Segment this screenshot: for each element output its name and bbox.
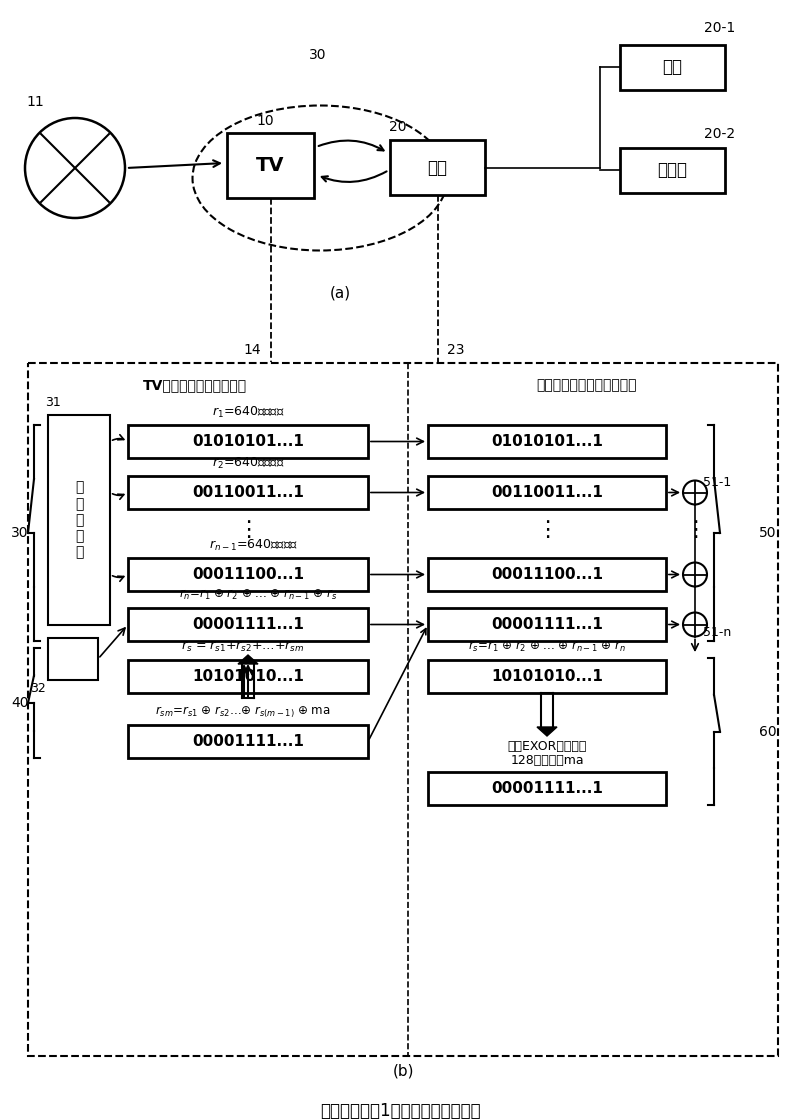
Text: (a): (a): [330, 285, 350, 301]
Text: 通过EXOR运算恢复: 通过EXOR运算恢复: [507, 740, 586, 752]
Text: ⋮: ⋮: [684, 520, 706, 540]
Text: $r_s$=$r_1$ $\oplus$ $r_2$ $\oplus$ ... $\oplus$ $r_{n-1}$ $\oplus$ $r_n$: $r_s$=$r_1$ $\oplus$ $r_2$ $\oplus$ ... …: [468, 640, 626, 653]
Text: TV侧（分散信息生成部）: TV侧（分散信息生成部）: [143, 378, 247, 392]
Text: 10101010...1: 10101010...1: [491, 669, 603, 684]
Bar: [128, 558, 368, 591]
Circle shape: [683, 563, 707, 586]
Text: 10: 10: [257, 114, 274, 128]
Circle shape: [683, 612, 707, 637]
Text: $r_s$ = $r_{s1}$+$r_{s2}$+…+$r_{sm}$: $r_s$ = $r_{s1}$+$r_{s2}$+…+$r_{sm}$: [182, 640, 305, 653]
Text: 20: 20: [390, 120, 406, 134]
Bar: [428, 476, 666, 509]
Bar: [128, 725, 368, 758]
Text: 20-2: 20-2: [705, 126, 735, 141]
Bar: [128, 425, 368, 458]
Bar: [428, 660, 666, 693]
Text: $r_{sm}$=$r_{s1}$ $\oplus$ $r_{s2}$…$\oplus$ $r_{s(m-1)}$ $\oplus$ ma: $r_{sm}$=$r_{s1}$ $\oplus$ $r_{s2}$…$\op…: [155, 704, 330, 720]
Text: (b): (b): [392, 1063, 414, 1079]
Text: 微机侧（秘密密钒恢复部）: 微机侧（秘密密钒恢复部）: [537, 378, 638, 392]
Text: 10101010...1: 10101010...1: [192, 669, 304, 684]
Text: ⋮: ⋮: [237, 520, 259, 540]
Text: 00110011...1: 00110011...1: [192, 485, 304, 500]
Text: 40: 40: [11, 696, 29, 709]
Text: 11: 11: [26, 95, 44, 109]
Text: $r_n$=$r_1$ $\oplus$ $r_2$ $\oplus$ ... $\oplus$ $r_{n-1}$ $\oplus$ $r_s$: $r_n$=$r_1$ $\oplus$ $r_2$ $\oplus$ ... …: [179, 587, 337, 602]
Text: 30: 30: [310, 48, 326, 62]
Text: TV: TV: [256, 156, 285, 175]
Text: 20-1: 20-1: [704, 21, 736, 35]
Text: ⋮: ⋮: [536, 520, 558, 540]
Text: 随
机
产
生
器: 随 机 产 生 器: [75, 480, 83, 560]
Text: 00110011...1: 00110011...1: [491, 485, 603, 500]
Bar: [620, 45, 725, 90]
Text: 00001111...1: 00001111...1: [491, 781, 603, 796]
Text: 遥控: 遥控: [427, 159, 447, 177]
Text: 00001111...1: 00001111...1: [192, 734, 304, 749]
Text: 50: 50: [759, 526, 777, 540]
Bar: [620, 148, 725, 192]
Polygon shape: [238, 655, 258, 664]
Text: 00011100...1: 00011100...1: [192, 567, 304, 582]
Text: 51-1: 51-1: [703, 476, 731, 489]
Text: 遥控: 遥控: [662, 58, 682, 76]
Text: 本发明实施例1的秘密信息传输系统: 本发明实施例1的秘密信息传输系统: [320, 1102, 480, 1119]
Bar: [227, 133, 314, 198]
Text: 32: 32: [30, 681, 46, 695]
Text: 收发机: 收发机: [657, 161, 687, 179]
Text: 01010101...1: 01010101...1: [491, 434, 603, 449]
Text: 128位主密钒ma: 128位主密钒ma: [510, 753, 584, 767]
Text: 23: 23: [446, 344, 464, 357]
Bar: [28, 363, 778, 1056]
Text: 00001111...1: 00001111...1: [192, 617, 304, 632]
Bar: [48, 415, 110, 626]
Bar: [48, 638, 98, 680]
Text: 31: 31: [45, 396, 61, 410]
Text: $r_1$=640位随机数: $r_1$=640位随机数: [212, 404, 284, 420]
Bar: [128, 608, 368, 641]
Text: 00001111...1: 00001111...1: [491, 617, 603, 632]
Circle shape: [683, 480, 707, 505]
Text: 01010101...1: 01010101...1: [192, 434, 304, 449]
Bar: [428, 608, 666, 641]
Text: 00011100...1: 00011100...1: [491, 567, 603, 582]
Bar: [128, 660, 368, 693]
Bar: [428, 772, 666, 805]
Bar: [428, 558, 666, 591]
Text: $r_2$=640位随机数: $r_2$=640位随机数: [212, 455, 284, 471]
Bar: [128, 476, 368, 509]
Bar: [428, 425, 666, 458]
Text: 30: 30: [11, 526, 29, 540]
Polygon shape: [537, 727, 557, 736]
Text: 14: 14: [244, 344, 262, 357]
Text: 60: 60: [759, 724, 777, 739]
Bar: [390, 140, 485, 195]
Text: $r_{n-1}$=640位随机数: $r_{n-1}$=640位随机数: [209, 537, 298, 553]
Text: 51-n: 51-n: [703, 626, 731, 639]
